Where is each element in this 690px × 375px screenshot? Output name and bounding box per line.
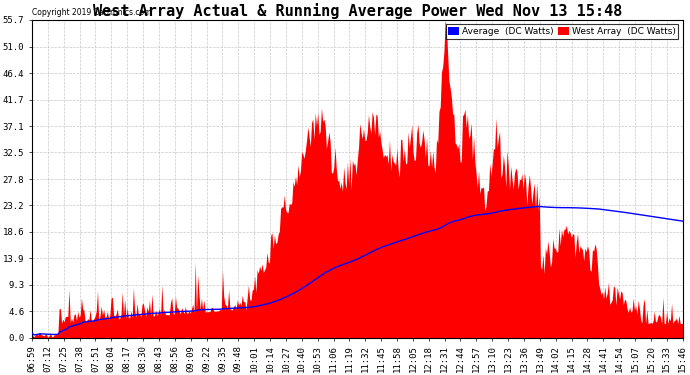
Title: West Array Actual & Running Average Power Wed Nov 13 15:48: West Array Actual & Running Average Powe…: [92, 3, 622, 19]
Legend: Average  (DC Watts), West Array  (DC Watts): Average (DC Watts), West Array (DC Watts…: [446, 24, 678, 39]
Text: Copyright 2019 Cartronics.com: Copyright 2019 Cartronics.com: [32, 8, 151, 17]
